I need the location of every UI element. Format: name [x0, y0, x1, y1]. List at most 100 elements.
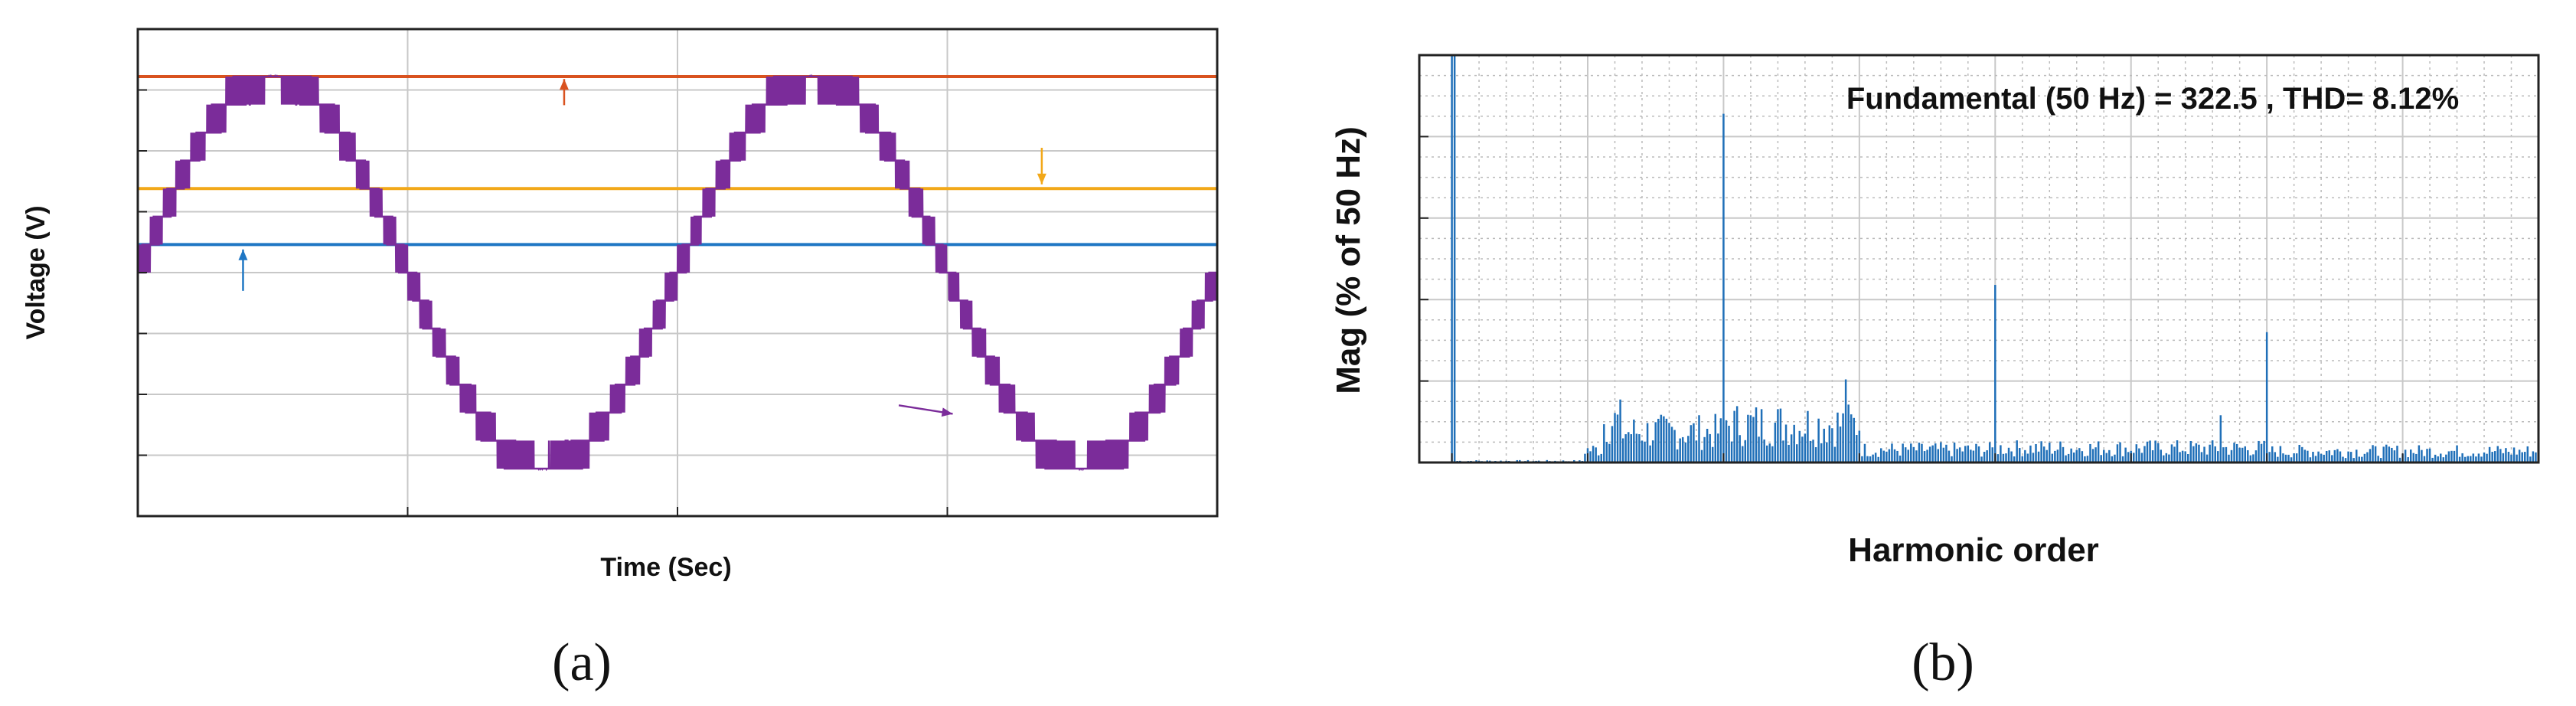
- harmonic-bar: [1814, 446, 1817, 462]
- harmonic-bar: [2225, 446, 2228, 462]
- harmonic-bar: [1856, 435, 1858, 462]
- harmonic-bar: [1763, 439, 1765, 462]
- harmonic-bar: [2502, 453, 2505, 462]
- harmonic-bar: [1742, 446, 1744, 462]
- harmonic-bar: [1861, 456, 1863, 462]
- harmonic-bar: [2271, 446, 2274, 462]
- harmonic-bar: [1891, 443, 1893, 462]
- harmonic-bar: [2320, 453, 2323, 462]
- harmonic-bar: [1589, 451, 1592, 462]
- harmonic-bar: [1967, 445, 1970, 462]
- harmonic-bar: [2532, 451, 2535, 462]
- harmonic-bar: [1611, 426, 1614, 462]
- harmonic-bar: [2486, 453, 2488, 462]
- harmonic-bar: [1651, 440, 1654, 462]
- harmonic-bar: [1996, 454, 2000, 462]
- harmonic-bar: [2325, 450, 2328, 462]
- harmonic-bar: [2016, 440, 2018, 462]
- harmonic-bar: [1679, 438, 1681, 462]
- harmonic-bar: [1893, 449, 1896, 462]
- harmonic-bar: [2214, 446, 2216, 462]
- output-voltage-line: [137, 74, 1219, 472]
- harmonic-bar: [1977, 446, 1980, 462]
- harmonic-bar: [2518, 449, 2521, 462]
- harmonic-bar: [1693, 423, 1695, 462]
- harmonic-bar: [1453, 55, 1456, 462]
- harmonic-bar: [1850, 414, 1853, 462]
- harmonic-bar: [2105, 453, 2108, 462]
- harmonic-bar: [1695, 440, 1698, 462]
- harmonic-bar: [1956, 449, 1958, 462]
- harmonic-bar: [2010, 451, 2013, 462]
- harmonic-bar: [2488, 446, 2491, 462]
- harmonic-bar: [2358, 456, 2361, 462]
- harmonic-bar: [1994, 285, 1996, 462]
- harmonic-bar: [2496, 446, 2499, 462]
- harmonic-bar: [2203, 446, 2205, 462]
- harmonic-bar: [2463, 456, 2467, 462]
- harmonic-bar: [1833, 446, 1837, 462]
- harmonic-bar: [1975, 443, 1977, 462]
- panel-b-caption: (b): [1912, 633, 1974, 692]
- harmonic-bar: [2323, 454, 2325, 462]
- harmonic-bar: [1831, 428, 1833, 462]
- harmonic-bar: [1771, 446, 1774, 462]
- harmonic-bar: [1635, 433, 1638, 462]
- harmonic-bar: [2379, 458, 2382, 462]
- harmonic-bar: [1991, 447, 1993, 462]
- harmonic-bar: [2186, 453, 2189, 462]
- harmonic-bar: [2252, 454, 2254, 462]
- harmonic-bar: [2195, 443, 2198, 462]
- panel-b-x-axis-label: Harmonic order: [1848, 531, 2099, 569]
- harmonic-bar: [2385, 444, 2388, 462]
- panel-a-caption: (a): [552, 633, 612, 692]
- harmonic-bar: [2072, 452, 2075, 462]
- harmonic-bar: [2382, 446, 2385, 462]
- harmonic-bar: [2176, 440, 2179, 462]
- harmonic-bar: [1735, 406, 1739, 462]
- harmonic-bar: [1644, 441, 1646, 462]
- harmonic-bar: [2418, 445, 2421, 462]
- harmonic-bar: [2209, 444, 2211, 462]
- harmonic-bar: [1945, 444, 1948, 462]
- panel-b-harmonic-bars: [1451, 55, 2540, 462]
- harmonic-bar: [2067, 453, 2070, 462]
- harmonic-bar: [1782, 440, 1784, 462]
- harmonic-bar: [2344, 458, 2347, 462]
- harmonic-bar: [2333, 449, 2336, 462]
- harmonic-bar: [2372, 445, 2374, 462]
- annotation-arrow-head: [1037, 173, 1046, 185]
- harmonic-bar: [2108, 449, 2111, 462]
- harmonic-bar: [2265, 332, 2268, 462]
- harmonic-bar: [2480, 456, 2483, 462]
- harmonic-bar: [2102, 449, 2105, 462]
- harmonic-bar: [2369, 449, 2372, 462]
- harmonic-bar: [1853, 417, 1856, 462]
- harmonic-bar: [1820, 443, 1823, 462]
- harmonic-bar: [2029, 445, 2032, 462]
- panel-b-y-ticks: [1419, 54, 1428, 463]
- harmonic-bar: [1793, 424, 1795, 462]
- harmonic-bar: [2282, 453, 2284, 462]
- harmonic-bar: [2192, 446, 2195, 462]
- harmonic-bar: [1863, 443, 1866, 462]
- harmonic-bar: [1698, 415, 1700, 462]
- harmonic-bar: [2404, 449, 2407, 462]
- harmonic-bar: [2140, 453, 2143, 462]
- harmonic-bar: [2081, 451, 2084, 462]
- harmonic-bar: [2284, 454, 2287, 462]
- harmonic-bar: [1777, 409, 1779, 462]
- annotation-arrow-head: [559, 79, 569, 90]
- harmonic-bar: [1837, 412, 1839, 462]
- harmonic-bar: [2035, 444, 2037, 462]
- harmonic-bar: [1616, 414, 1619, 462]
- harmonic-bar: [2124, 447, 2127, 462]
- panel-b-chart-title: Fundamental (50 Hz) = 322.5 , THD= 8.12%: [1846, 82, 2459, 116]
- harmonic-bar: [1584, 453, 1586, 462]
- harmonic-bar: [1921, 443, 1923, 462]
- harmonic-bar: [1526, 459, 1530, 462]
- harmonic-bar: [2247, 449, 2249, 462]
- harmonic-bar: [2507, 451, 2510, 462]
- harmonic-bar: [2021, 456, 2024, 462]
- annotation-arrow-head: [238, 249, 248, 260]
